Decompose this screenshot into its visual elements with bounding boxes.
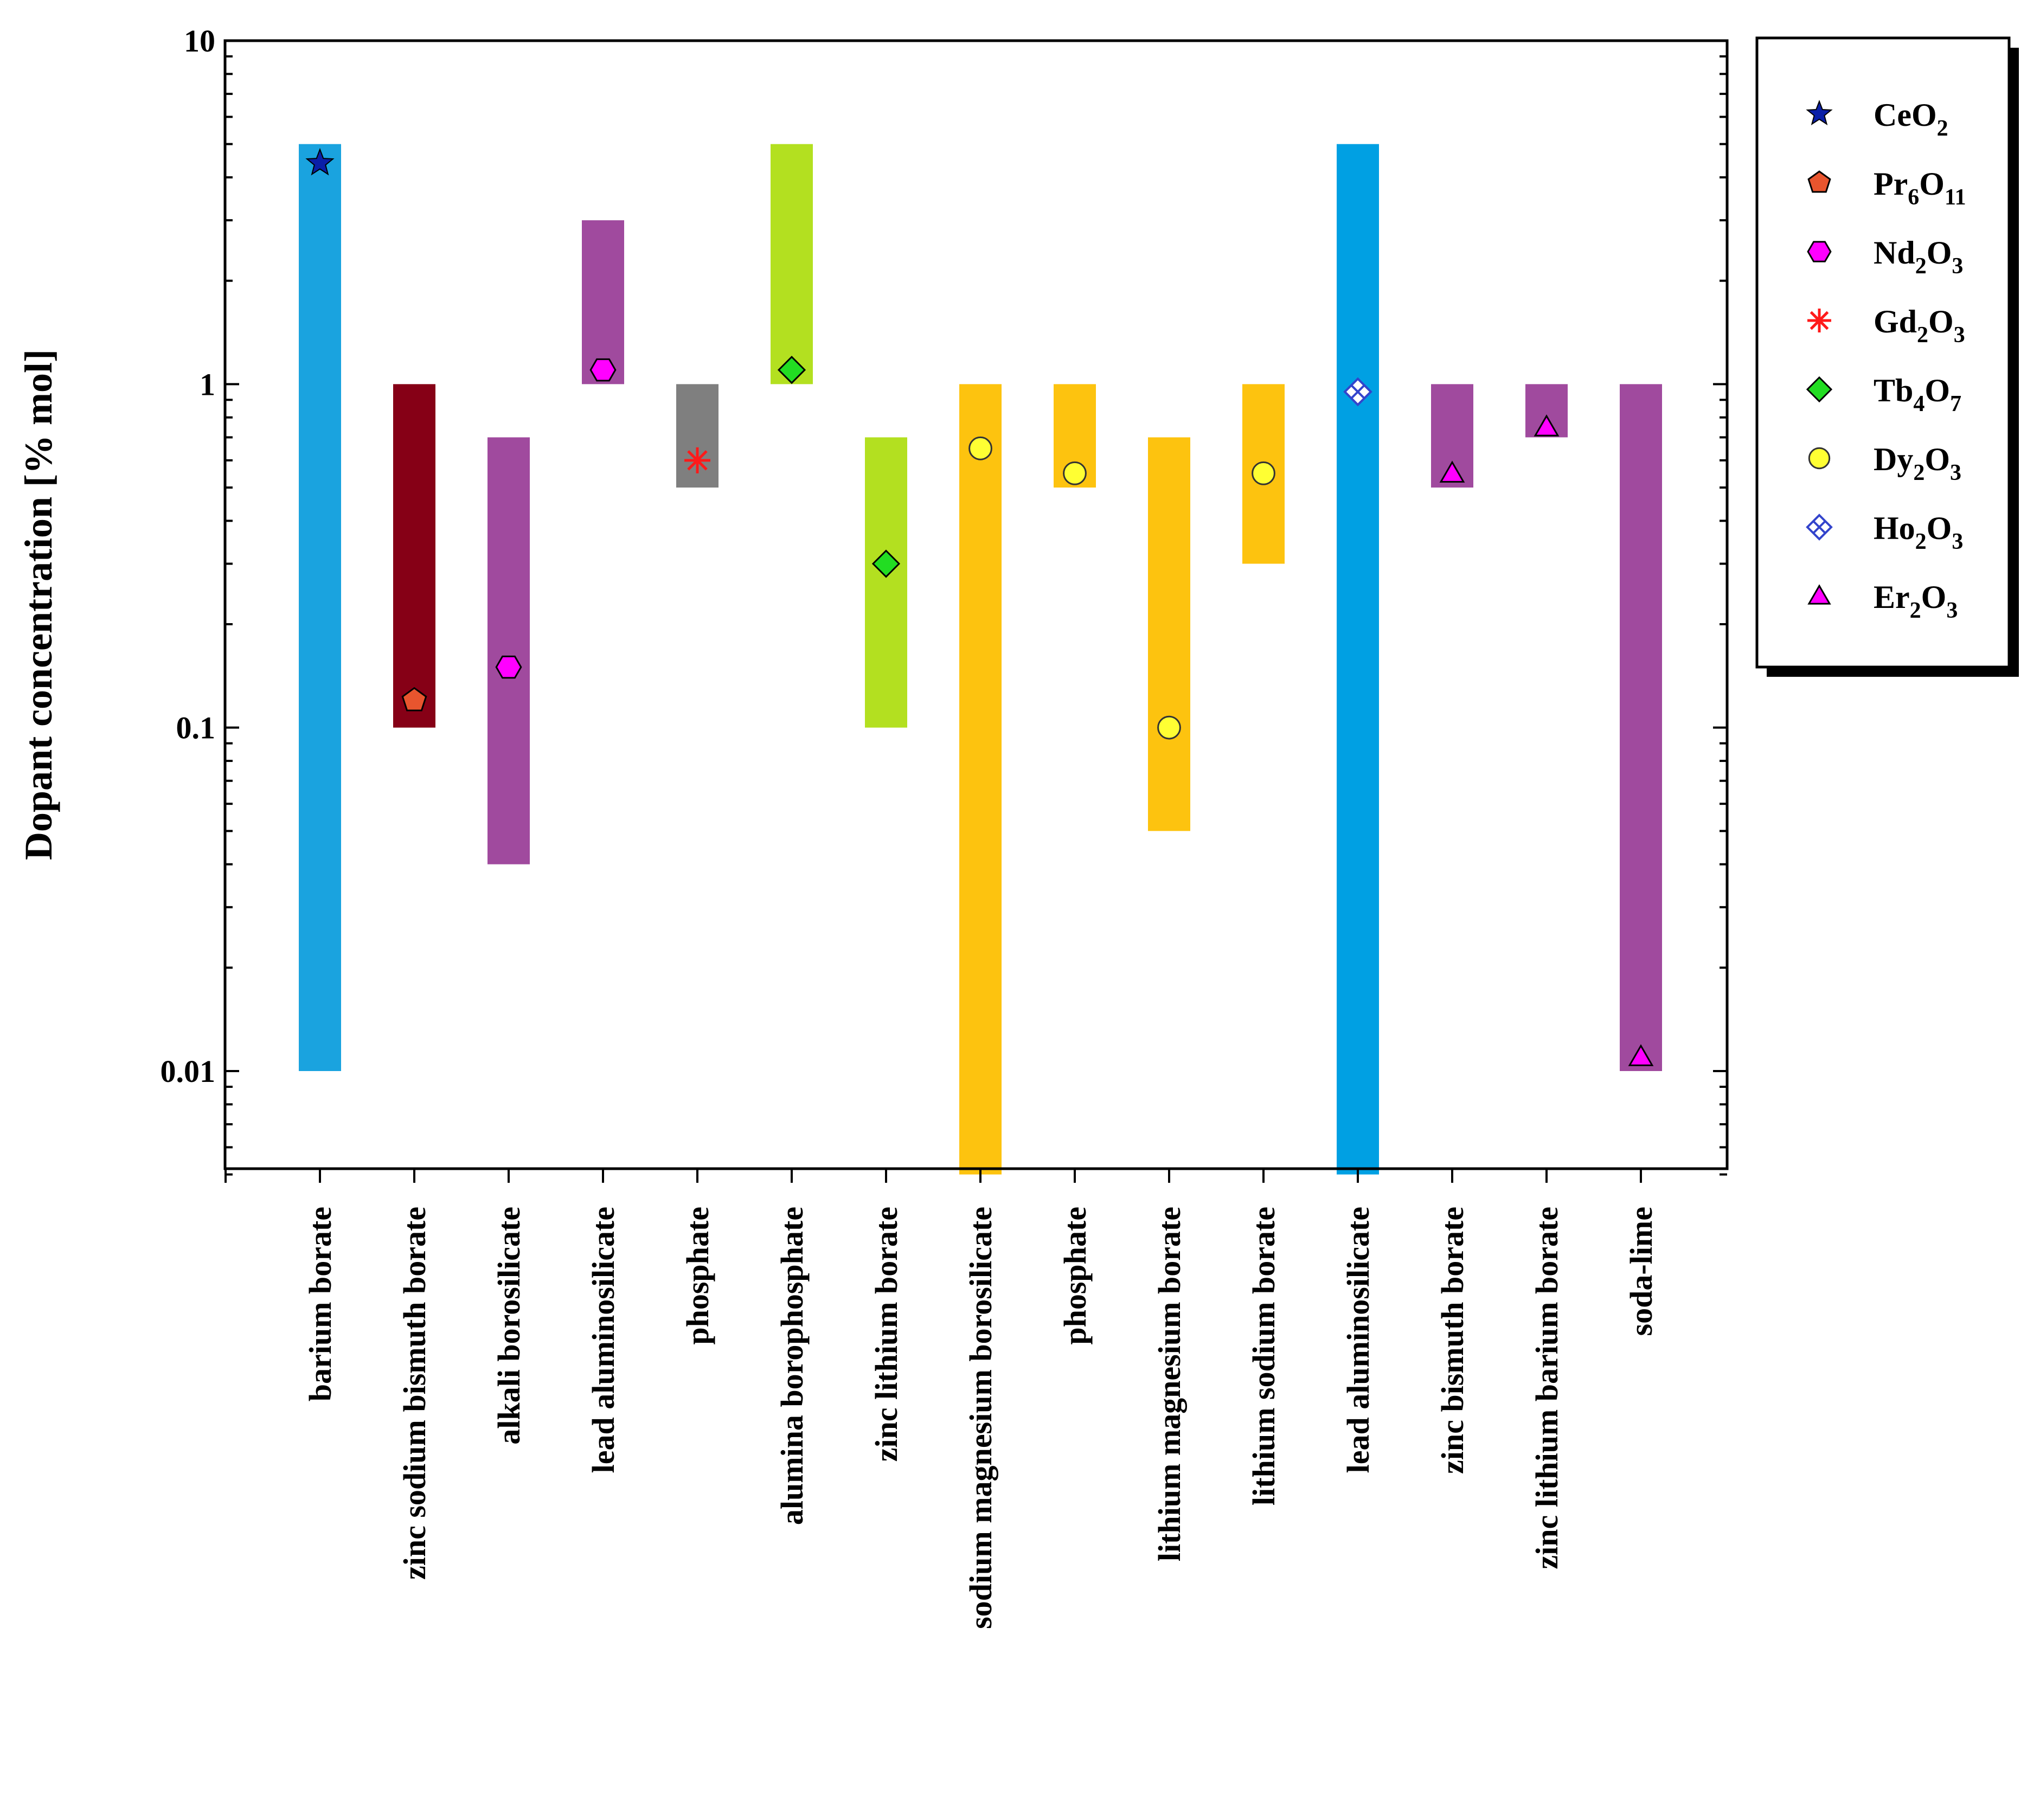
marker-pr6o11-2 <box>401 687 427 712</box>
legend-marker-pr6o11 <box>1807 170 1831 193</box>
x-category-label: alumina borophosphate <box>774 1207 810 1525</box>
x-category-label: lithium sodium borate <box>1246 1207 1281 1505</box>
legend-marker-ho2o3 <box>1806 514 1833 541</box>
legend-marker-gd2o3 <box>1807 309 1831 332</box>
plot-frame <box>223 39 1729 1170</box>
legend-entry-dy2o3: Dy2O3 <box>1874 441 1961 485</box>
range-bar-8 <box>959 384 1002 1175</box>
x-category-label: lithium magnesium borate <box>1152 1207 1187 1561</box>
x-category-label: zinc bismuth borate <box>1435 1207 1470 1474</box>
x-category-label: zinc lithium borate <box>869 1207 904 1462</box>
y-axis-label: Dopant concentration [% mol] <box>17 349 60 860</box>
legend-box <box>1755 36 2011 669</box>
marker-er2o3-14 <box>1534 414 1560 437</box>
x-category-label: soda-lime <box>1624 1207 1659 1336</box>
legend-marker-ceo2 <box>1806 100 1833 125</box>
y-tick-label: 0.1 <box>176 710 216 746</box>
marker-nd2o3-4 <box>589 358 617 382</box>
x-category-label: lead aluminosilicate <box>586 1207 621 1473</box>
range-bar-10 <box>1148 437 1190 831</box>
axes: 10 1 0.1 0.01 barium borate zinc sodium bismu… <box>161 23 1727 1629</box>
legend-entry-gd2o3: Gd2O3 <box>1874 304 1965 348</box>
x-category-label: alkali borosilicate <box>491 1207 527 1445</box>
x-category-label: zinc lithium barium borate <box>1529 1207 1564 1569</box>
range-bar-12 <box>1337 144 1379 1175</box>
x-category-label: phosphate <box>1057 1207 1093 1345</box>
range-bar-2 <box>393 384 435 728</box>
range-bar-6 <box>771 144 813 384</box>
marker-gd2o3-5 <box>684 447 710 473</box>
range-bar-1 <box>299 144 341 1071</box>
legend-entry-er2o3: Er2O3 <box>1874 579 1958 623</box>
marker-dy2o3-8 <box>968 436 992 460</box>
x-category-label: barium borate <box>303 1207 338 1401</box>
marker-er2o3-15 <box>1628 1044 1654 1066</box>
legend-entry-ho2o3: Ho2O3 <box>1874 510 1963 554</box>
marker-tb4o7-6 <box>777 355 806 384</box>
y-tick-label: 10 <box>184 23 215 59</box>
range-bar-4 <box>582 220 624 384</box>
range-bar-15 <box>1620 384 1662 1072</box>
marker-er2o3-13 <box>1439 460 1465 483</box>
legend-entry-pr6o11: Pr6O11 <box>1874 166 1966 210</box>
marker-ho2o3-12 <box>1343 377 1372 407</box>
y-tick-label: 1 <box>200 367 215 402</box>
range-bar-3 <box>487 437 530 864</box>
y-tick-label: 0.01 <box>161 1054 216 1089</box>
marker-dy2o3-11 <box>1252 461 1275 485</box>
legend-marker-tb4o7 <box>1806 376 1833 403</box>
range-bar-7 <box>865 437 907 728</box>
x-category-label: phosphate <box>680 1207 715 1345</box>
marker-dy2o3-9 <box>1063 461 1087 485</box>
marker-tb4o7-7 <box>871 549 901 578</box>
legend: CeO2 Pr6O11 Nd2O3 Gd2O3 Tb4O7 Dy2O3 Ho2O3 Er2O3 <box>1755 36 2019 677</box>
dopant-markers <box>305 148 1654 1066</box>
x-category-label: lead aluminosilicate <box>1340 1207 1376 1473</box>
x-category-label: sodium magnesium borosilicate <box>963 1207 998 1629</box>
marker-dy2o3-10 <box>1157 715 1181 740</box>
marker-nd2o3-3 <box>495 655 522 679</box>
legend-entry-ceo2: CeO2 <box>1874 97 1948 141</box>
legend-entry-nd2o3: Nd2O3 <box>1874 235 1963 279</box>
marker-ceo2-1 <box>305 148 335 176</box>
x-category-label: zinc sodium bismuth borate <box>397 1207 432 1580</box>
legend-entry-tb4o7: Tb4O7 <box>1874 373 1961 416</box>
legend-marker-dy2o3 <box>1808 447 1831 470</box>
legend-marker-nd2o3 <box>1807 241 1832 262</box>
legend-marker-er2o3 <box>1807 584 1831 605</box>
